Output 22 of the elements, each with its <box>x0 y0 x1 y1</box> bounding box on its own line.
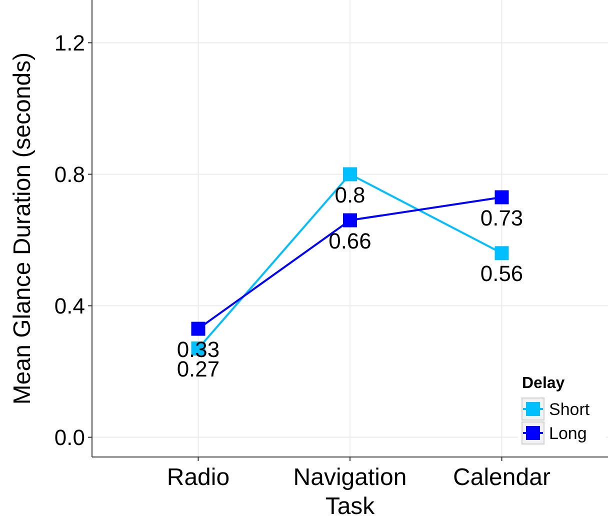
data-label: 0.73 <box>480 205 524 230</box>
data-label: 0.56 <box>480 261 524 286</box>
x-tick-label: Radio <box>166 464 230 491</box>
point <box>343 213 357 228</box>
x-tick-label: Calendar <box>453 464 550 491</box>
y-tick-label: 0.0 <box>54 424 85 450</box>
data-label: 0.27 <box>176 356 220 382</box>
y-tick-label: 0.8 <box>54 162 85 187</box>
legend-title: Delay <box>522 375 565 392</box>
point <box>494 190 509 204</box>
x-tick-label: Navigation <box>293 464 407 491</box>
y-tick-label: 1.2 <box>54 30 85 56</box>
y-axis-title: Mean Glance Duration (seconds) <box>9 52 36 405</box>
data-label: 0.8 <box>334 182 366 208</box>
y-tick-label: 0.4 <box>54 293 85 318</box>
legend-label: Long <box>549 424 587 443</box>
point <box>191 322 206 336</box>
point <box>494 246 509 260</box>
data-label: 0.66 <box>328 228 372 254</box>
point <box>343 167 357 182</box>
x-axis-title: Task <box>325 493 376 520</box>
legend-label: Short <box>549 400 590 419</box>
